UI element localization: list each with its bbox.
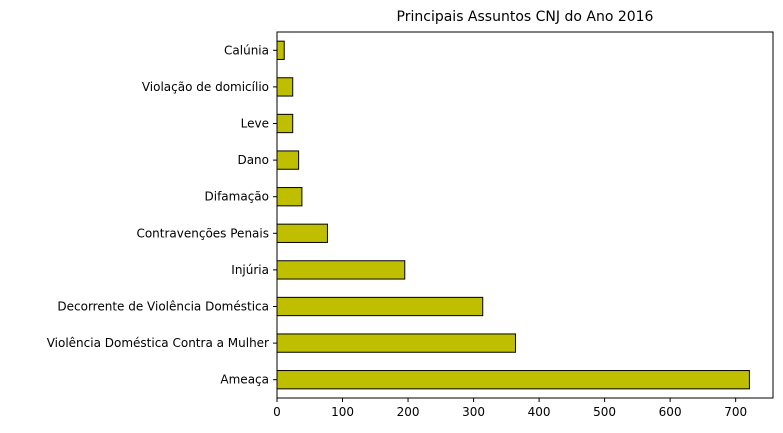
axes-frame <box>276 31 774 399</box>
y-tick-label-2: Decorrente de Violência Doméstica <box>57 300 269 314</box>
bars-group <box>276 40 750 390</box>
y-tick-label-7: Leve <box>241 117 269 131</box>
bar-0 <box>276 370 750 390</box>
bar-9 <box>276 40 285 60</box>
x-axis-ticks: 0 100 200 300 400 500 600 700 <box>273 398 747 419</box>
bar-5 <box>276 187 303 207</box>
x-tick-label-2: 200 <box>397 405 420 419</box>
y-tick-label-6: Dano <box>237 153 269 167</box>
x-tick-label-3: 300 <box>462 405 485 419</box>
bar-4 <box>276 223 328 243</box>
y-tick-label-1: Violência Doméstica Contra a Mulher <box>47 336 269 350</box>
x-tick-label-5: 500 <box>593 405 616 419</box>
x-tick-label-1: 100 <box>331 405 354 419</box>
y-tick-label-9: Calúnia <box>224 43 269 57</box>
x-tick-label-7: 700 <box>724 405 747 419</box>
x-tick-label-0: 0 <box>273 405 281 419</box>
y-tick-label-5: Difamação <box>205 190 270 204</box>
chart-title: Principais Assuntos CNJ do Ano 2016 <box>397 9 654 25</box>
bar-7 <box>276 113 294 134</box>
y-tick-label-8: Violação de domicílio <box>142 80 269 94</box>
x-tick-label-6: 600 <box>659 405 682 419</box>
y-tick-label-0: Ameaça <box>220 373 269 387</box>
y-axis-ticks: Ameaça Violência Doméstica Contra a Mulhe… <box>47 43 277 387</box>
bar-8 <box>276 77 294 97</box>
bar-3 <box>276 260 406 280</box>
bar-1 <box>276 333 516 353</box>
x-tick-label-4: 400 <box>528 405 551 419</box>
y-tick-label-3: Injúria <box>231 263 269 277</box>
bar-6 <box>276 150 300 170</box>
y-tick-label-4: Contravenções Penais <box>136 226 269 240</box>
bar-2 <box>276 296 484 317</box>
